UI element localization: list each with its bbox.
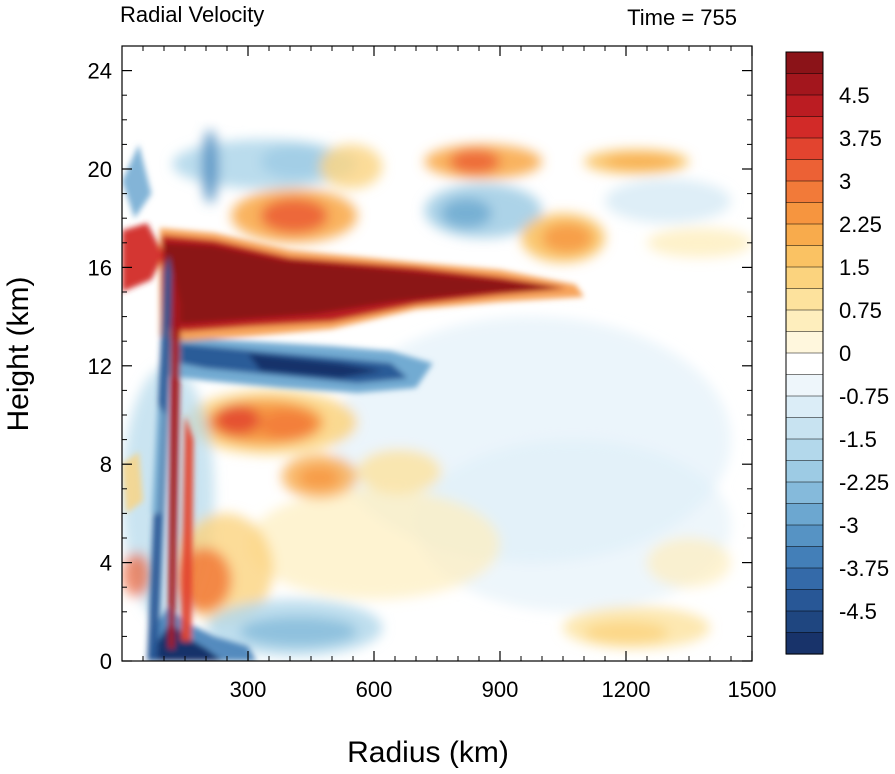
colorbar-tick-label: -2.25 <box>839 470 889 495</box>
x-tick-label: 900 <box>482 677 519 702</box>
contour-region <box>151 402 164 514</box>
contour-patch <box>647 228 752 258</box>
contour-region <box>180 415 194 642</box>
colorbar-swatch <box>786 331 823 354</box>
colorbar-swatch <box>786 353 823 376</box>
x-tick-label: 1200 <box>602 677 651 702</box>
contour-patch <box>260 144 332 179</box>
colorbar-swatch <box>786 439 823 462</box>
colorbar-swatch <box>786 73 823 96</box>
contour-patch <box>449 149 500 174</box>
contour-patch <box>441 198 492 229</box>
contour-region <box>122 451 143 514</box>
colorbar-swatch <box>786 95 823 118</box>
colorbar-swatch <box>786 396 823 419</box>
colorbar-tick-label: 1.5 <box>839 255 870 280</box>
x-tick-label: 1500 <box>728 677 777 702</box>
colorbar-swatch <box>786 310 823 333</box>
colorbar-swatch <box>786 116 823 139</box>
colorbar-swatch <box>786 181 823 204</box>
colorbar-tick-label: 2.25 <box>839 212 882 237</box>
y-tick-label: 16 <box>88 255 112 280</box>
plot-area <box>122 46 752 661</box>
colorbar-swatch <box>786 202 823 225</box>
colorbar-tick-label: -1.5 <box>839 427 877 452</box>
chart-title: Radial Velocity <box>120 2 264 27</box>
colorbar-swatch <box>786 417 823 440</box>
colorbar-swatch <box>786 589 823 612</box>
contour-patch <box>260 410 316 440</box>
contour-patch <box>357 449 442 494</box>
colorbar-swatch <box>786 138 823 161</box>
contour-patch <box>542 223 593 253</box>
colorbar-swatch <box>786 568 823 591</box>
colorbar-swatch <box>786 374 823 397</box>
contour-patch <box>319 144 383 189</box>
contour-patch <box>214 405 261 435</box>
contour-patch <box>647 538 731 588</box>
y-tick-label: 4 <box>100 551 112 576</box>
colorbar-swatch <box>786 460 823 483</box>
colorbar-tick-label: -3.75 <box>839 556 889 581</box>
field-sharp-layer <box>122 144 585 661</box>
x-tick-label: 600 <box>356 677 393 702</box>
colorbar-tick-label: 0 <box>839 341 851 366</box>
y-tick-label: 8 <box>100 452 112 477</box>
x-tick-label: 300 <box>230 677 267 702</box>
contour-patch <box>584 621 668 644</box>
contour-patch <box>298 466 341 489</box>
contour-region <box>122 144 152 219</box>
colorbar-swatch <box>786 224 823 247</box>
y-axis-label: Height (km) <box>2 276 35 431</box>
contour-patch <box>605 154 677 169</box>
colorbar-swatch <box>786 245 823 268</box>
contour-patch <box>201 129 219 204</box>
time-label: Time = 755 <box>627 5 737 30</box>
colorbar-swatch <box>786 159 823 182</box>
colorbar-swatch <box>786 632 823 655</box>
contour-region <box>122 223 164 292</box>
colorbar-tick-label: 3.75 <box>839 126 882 151</box>
colorbar: 4.5 3.75 3 2.25 1.5 0.75 0 -0.75 -1.5 -2.25 -3 -3.7… <box>785 51 889 655</box>
velocity-field <box>122 46 752 661</box>
y-tick-label: 12 <box>88 354 112 379</box>
x-axis-label: Radius (km) <box>347 736 509 769</box>
colorbar-tick-label: 3 <box>839 169 851 194</box>
colorbar-swatch <box>786 52 823 75</box>
y-tick-label: 20 <box>88 157 112 182</box>
contour-patch <box>122 552 152 598</box>
colorbar-swatch <box>786 525 823 548</box>
contour-patch <box>605 178 731 224</box>
contour-region <box>164 242 563 324</box>
contour-region <box>248 353 383 379</box>
y-tick-label: 24 <box>88 59 112 84</box>
colorbar-tick-label: -3 <box>839 513 859 538</box>
colorbar-swatch <box>786 611 823 634</box>
colorbar-tick-label: 0.75 <box>839 298 882 323</box>
colorbar-swatch <box>786 503 823 526</box>
contour-patch <box>248 488 500 600</box>
colorbar-tick-label: -0.75 <box>839 384 889 409</box>
axis-ticks: 300 600 900 1200 1500 0 4 8 12 16 20 24 <box>88 46 777 702</box>
colorbar-swatch <box>786 482 823 505</box>
colorbar-frame <box>785 51 824 655</box>
contour-patch <box>122 46 752 120</box>
contour-patch <box>260 198 328 233</box>
colorbar-swatch <box>786 288 823 311</box>
colorbar-tick-label: 4.5 <box>839 83 870 108</box>
colorbar-swatch <box>786 546 823 569</box>
colorbar-tick-label: -4.5 <box>839 599 877 624</box>
y-tick-label: 0 <box>100 649 112 674</box>
contour-region <box>168 262 181 649</box>
field-soft-layer <box>122 46 752 657</box>
colorbar-swatch <box>786 267 823 290</box>
contour-patch <box>239 616 358 647</box>
